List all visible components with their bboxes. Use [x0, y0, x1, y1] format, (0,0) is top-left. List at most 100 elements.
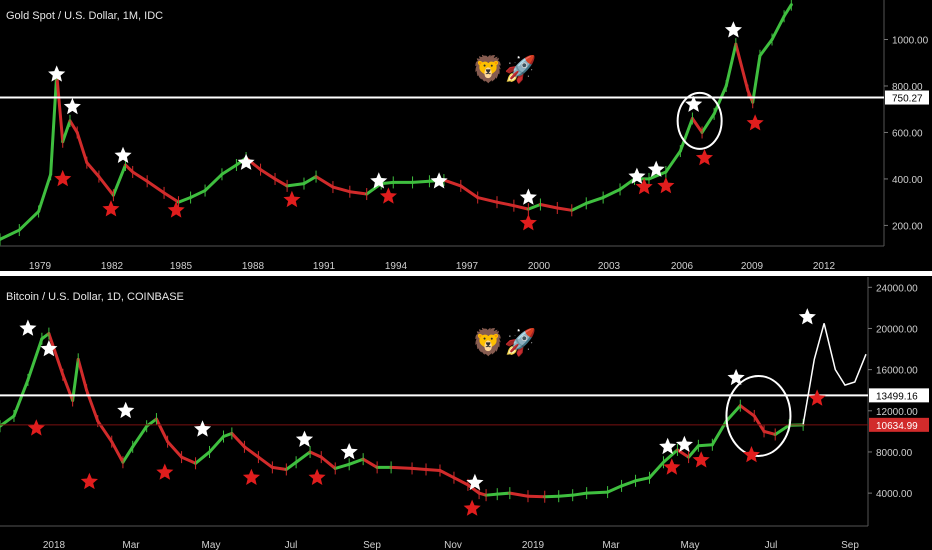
gold-price-segment	[145, 179, 166, 195]
gold-red-star	[379, 187, 397, 204]
gold-white-star	[237, 153, 255, 170]
btc-price-segment	[606, 484, 624, 494]
gold-price-segment	[526, 202, 542, 211]
btc-price-segment	[166, 440, 184, 459]
gold-y-tick-label: 200.00	[892, 221, 923, 232]
btc-x-tick-label: Sep	[841, 540, 859, 550]
btc-price-segment	[61, 373, 75, 402]
btc-price-segment	[308, 450, 323, 459]
gold-price-segment	[85, 161, 101, 179]
btc-price-segment	[76, 357, 89, 392]
gold-y-tick-label: 600.00	[892, 128, 923, 139]
gold-price-segment	[751, 54, 762, 104]
gold-x-tick-label: 2003	[598, 261, 621, 272]
gold-price-segment	[68, 119, 79, 134]
btc-price-segment	[752, 414, 766, 433]
gold-x-tick-label: 1997	[456, 261, 479, 272]
btc-price-segment	[724, 404, 742, 423]
gold-white-star	[685, 95, 703, 112]
btc-white-star	[675, 435, 693, 452]
btc-last-price-label-bg	[869, 417, 929, 432]
gold-price-segment	[555, 206, 574, 212]
gold-price-segment	[177, 196, 193, 204]
btc-price-segment	[242, 445, 260, 459]
btc-price-segment	[773, 423, 791, 436]
gold-white-star	[114, 146, 132, 163]
gold-price-segment	[678, 117, 694, 153]
gold-price-segment	[782, 3, 793, 18]
btc-price-segment	[389, 465, 414, 470]
gold-x-tick-label: 1982	[101, 261, 124, 272]
btc-price-segment	[194, 450, 212, 465]
btc-white-star	[466, 473, 484, 491]
gold-x-tick-label: 1994	[385, 261, 408, 272]
gold-red-star	[635, 178, 653, 195]
gold-white-star	[628, 167, 646, 184]
btc-price-segment	[333, 462, 351, 470]
btc-price-segment	[762, 429, 777, 436]
gold-price-segment	[584, 196, 605, 205]
btc-price-segment	[484, 492, 499, 497]
btc-y-tick-label: 12000.00	[876, 407, 918, 418]
btc-red-star	[242, 468, 260, 485]
btc-x-tick-label: May	[202, 540, 221, 550]
gold-x-tick-label: 2000	[528, 261, 551, 272]
btc-price-segment	[131, 424, 149, 449]
gold-x-tick-label: 1985	[170, 261, 193, 272]
btc-price-segment	[96, 419, 114, 444]
gold-price-segment	[0, 228, 21, 241]
gold-red-star	[746, 114, 764, 131]
gold-x-tick-label: 1979	[29, 261, 52, 272]
btc-price-segment	[508, 491, 530, 498]
gold-red-star	[657, 176, 675, 194]
btc-white-star	[340, 443, 358, 460]
gold-price-segment	[75, 130, 89, 165]
btc-x-tick-label: Jul	[285, 540, 298, 550]
btc-price-segment	[696, 443, 714, 448]
gold-price-segment	[314, 175, 335, 189]
gold-price-segment	[512, 204, 530, 211]
gold-red-star	[167, 201, 185, 218]
gold-price-segment	[459, 184, 480, 200]
gold-price-segment	[302, 175, 318, 186]
gold-white-star	[724, 21, 742, 38]
gold-red-star	[54, 169, 72, 187]
gold-white-star	[63, 97, 81, 115]
btc-x-tick-label: Sep	[363, 540, 381, 550]
btc-price-segment	[230, 431, 246, 449]
gold-red-star	[102, 200, 120, 217]
btc-price-segment	[294, 450, 312, 464]
btc-price-segment	[687, 444, 700, 459]
gold-price-segment	[734, 42, 750, 93]
btc-x-tick-label: May	[681, 540, 700, 550]
gold-price-segment	[348, 190, 369, 196]
btc-price-segment	[26, 337, 44, 382]
btc-price-segment	[495, 491, 512, 496]
gold-price-segment	[442, 178, 463, 188]
gold-price-segment	[690, 117, 704, 134]
gold-price-segment	[618, 177, 637, 191]
btc-white-star	[798, 308, 816, 325]
gold-x-tick-label: 2012	[813, 261, 836, 272]
gold-price-segment	[273, 177, 289, 188]
btc-white-star	[117, 401, 135, 419]
btc-x-tick-label: Jul	[765, 540, 778, 550]
gold-red-star	[519, 214, 537, 231]
btc-resistance-label-bg	[869, 388, 929, 403]
btc-price-segment	[319, 455, 337, 470]
gold-price-segment	[758, 38, 774, 58]
btc-white-star	[40, 340, 58, 357]
btc-white-star	[295, 430, 314, 447]
gold-price-segment	[647, 170, 668, 181]
gold-price-segment	[411, 179, 431, 184]
btc-price-segment	[466, 483, 481, 495]
panel-divider	[0, 271, 932, 276]
gold-x-tick-label: 1991	[313, 261, 336, 272]
btc-price-segment	[180, 455, 198, 465]
gold-price-segment	[189, 189, 207, 200]
gold-price-segment	[123, 163, 135, 174]
gold-price-segment	[724, 42, 738, 88]
gold-price-label: 750.27	[892, 94, 923, 105]
gold-price-segment	[259, 168, 277, 181]
